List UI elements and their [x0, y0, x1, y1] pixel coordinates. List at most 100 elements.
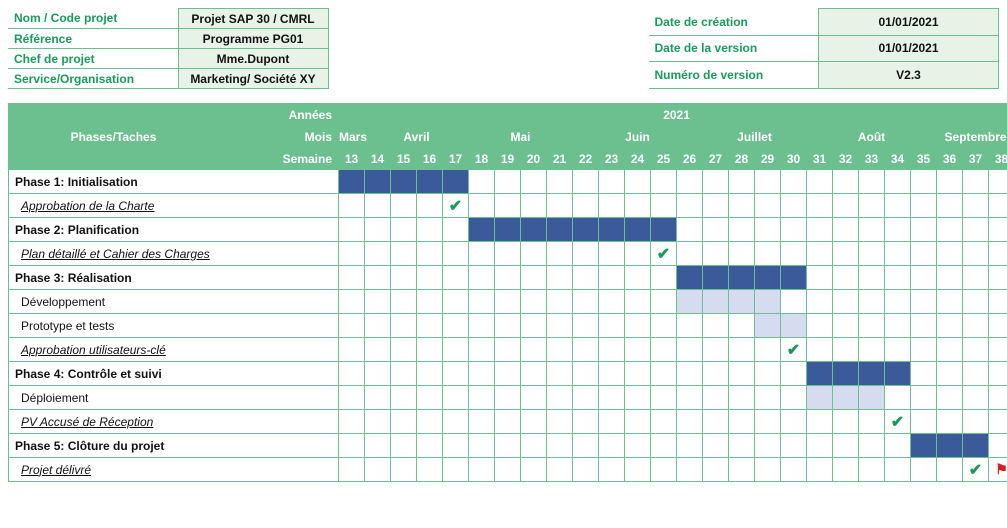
gantt-cell	[755, 242, 781, 266]
check-icon: ✔	[787, 342, 800, 359]
gantt-cell	[625, 338, 651, 362]
gantt-cell	[599, 314, 625, 338]
gantt-cell	[339, 170, 365, 194]
gantt-cell	[781, 314, 807, 338]
gantt-cell	[495, 194, 521, 218]
gantt-cell	[651, 170, 677, 194]
gantt-cell	[807, 314, 833, 338]
gantt-cell	[625, 170, 651, 194]
gantt-cell	[729, 362, 755, 386]
gantt-cell	[521, 410, 547, 434]
gantt-cell	[911, 458, 937, 482]
gantt-cell	[599, 386, 625, 410]
gantt-cell	[989, 386, 1007, 410]
gantt-cell	[703, 266, 729, 290]
gantt-cell	[417, 458, 443, 482]
info-label: Numéro de version	[649, 62, 799, 89]
gantt-cell	[833, 170, 859, 194]
gantt-cell	[547, 338, 573, 362]
gantt-cell	[443, 266, 469, 290]
gantt-cell	[911, 314, 937, 338]
gantt-cell	[625, 194, 651, 218]
header-week: 27	[703, 148, 729, 170]
gantt-cell	[391, 338, 417, 362]
gantt-cell	[599, 362, 625, 386]
task-name: Phase 1: Initialisation	[9, 170, 339, 194]
gantt-cell	[391, 218, 417, 242]
gantt-cell	[859, 434, 885, 458]
gantt-cell	[755, 386, 781, 410]
gantt-cell	[703, 170, 729, 194]
gantt-cell	[625, 434, 651, 458]
gantt-cell	[963, 362, 989, 386]
header-month: Mars	[339, 126, 365, 148]
gantt-cell	[729, 434, 755, 458]
gantt-cell	[937, 194, 963, 218]
gantt-cell	[339, 434, 365, 458]
gantt-cell	[547, 218, 573, 242]
gantt-cell	[703, 242, 729, 266]
gantt-cell	[833, 410, 859, 434]
gantt-cell	[885, 362, 911, 386]
gantt-cell	[417, 434, 443, 458]
gantt-cell	[417, 290, 443, 314]
gantt-cell	[547, 170, 573, 194]
check-icon: ✔	[449, 198, 462, 215]
gantt-cell	[573, 386, 599, 410]
gantt-cell	[755, 410, 781, 434]
header-phases: Phases/Taches	[9, 104, 219, 170]
header-week: 38	[989, 148, 1007, 170]
gantt-cell	[495, 386, 521, 410]
gantt-cell	[911, 410, 937, 434]
gantt-cell	[599, 434, 625, 458]
gantt-cell	[573, 194, 599, 218]
gantt-cell	[937, 386, 963, 410]
gantt-cell	[547, 434, 573, 458]
info-label: Service/Organisation	[8, 69, 158, 89]
gantt-cell	[989, 314, 1007, 338]
gantt-cell	[573, 170, 599, 194]
gantt-cell	[495, 458, 521, 482]
gantt-cell	[755, 218, 781, 242]
gantt-cell	[599, 194, 625, 218]
header-week: 13	[339, 148, 365, 170]
gantt-cell	[937, 362, 963, 386]
gantt-cell	[573, 242, 599, 266]
info-label: Date de la version	[649, 35, 799, 62]
gantt-cell: ⚑	[989, 458, 1007, 482]
gantt-cell	[469, 266, 495, 290]
gantt-cell	[417, 266, 443, 290]
gantt-cell	[781, 218, 807, 242]
gantt-cell	[677, 194, 703, 218]
gantt-cell	[989, 170, 1007, 194]
gantt-cell	[989, 218, 1007, 242]
gantt-cell	[677, 458, 703, 482]
gantt-cell	[833, 314, 859, 338]
gantt-cell	[573, 458, 599, 482]
header-week: 34	[885, 148, 911, 170]
gantt-cell	[625, 242, 651, 266]
gantt-cell	[521, 266, 547, 290]
gantt-cell	[469, 242, 495, 266]
gantt-cell	[651, 410, 677, 434]
gantt-cell	[729, 242, 755, 266]
project-info: Nom / Code projetProjet SAP 30 / CMRLRéf…	[8, 8, 999, 89]
gantt-cell	[599, 290, 625, 314]
gantt-cell	[885, 194, 911, 218]
gantt-cell	[885, 218, 911, 242]
gantt-cell	[807, 410, 833, 434]
gantt-cell	[521, 218, 547, 242]
gantt-cell	[807, 386, 833, 410]
gantt-cell	[885, 290, 911, 314]
gantt-cell	[807, 362, 833, 386]
check-icon: ✔	[657, 246, 670, 263]
gantt-cell	[781, 458, 807, 482]
gantt-cell	[755, 266, 781, 290]
header-week: 35	[911, 148, 937, 170]
gantt-cell	[417, 362, 443, 386]
gantt-cell	[599, 338, 625, 362]
gantt-cell	[547, 410, 573, 434]
gantt-cell	[339, 266, 365, 290]
gantt-cell	[365, 218, 391, 242]
gantt-cell	[443, 218, 469, 242]
